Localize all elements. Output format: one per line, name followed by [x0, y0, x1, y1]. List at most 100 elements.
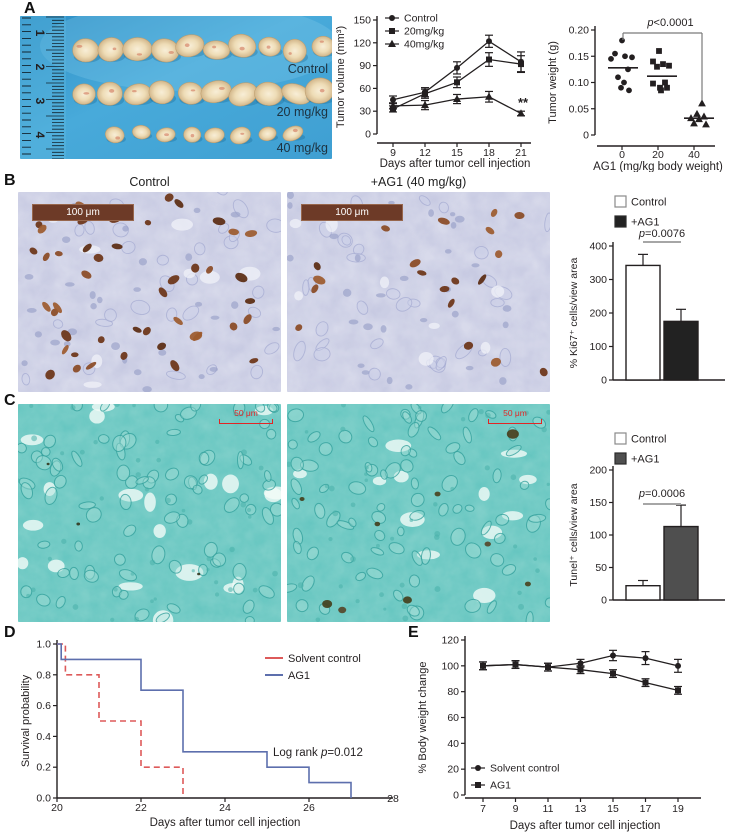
svg-text:60: 60	[359, 83, 371, 95]
svg-text:0: 0	[601, 595, 607, 607]
scale-bar-50um: 50 μm	[488, 409, 542, 424]
tunel-image-ag1: 50 μm	[287, 404, 550, 622]
svg-text:AG1: AG1	[288, 670, 310, 682]
svg-text:2: 2	[33, 64, 47, 71]
svg-text:28: 28	[387, 793, 399, 805]
svg-text:Tumor volume (mm³): Tumor volume (mm³)	[335, 26, 347, 128]
svg-text:200: 200	[589, 308, 607, 320]
svg-text:18: 18	[483, 147, 495, 159]
svg-text:% Ki67⁺ cells/view area: % Ki67⁺ cells/view area	[568, 258, 580, 369]
svg-text:20mg/kg: 20mg/kg	[404, 26, 444, 38]
svg-text:300: 300	[589, 274, 607, 286]
svg-text:9: 9	[390, 147, 396, 159]
svg-text:Control: Control	[404, 13, 438, 25]
scale-bar-100um: 100 μm	[301, 204, 403, 221]
svg-text:0.20: 0.20	[569, 25, 590, 37]
scale-bar-line	[219, 419, 273, 424]
svg-text:p=0.0076: p=0.0076	[638, 228, 685, 240]
svg-text:100: 100	[589, 530, 607, 542]
svg-text:9: 9	[513, 803, 519, 815]
svg-text:0.2: 0.2	[36, 762, 51, 774]
tumor-weight-chart: 0 0.05 0.10 0.15 0.20 Tumor weight (g) 0 20 40 AG…	[545, 0, 730, 172]
svg-text:80: 80	[447, 686, 459, 698]
svg-text:17: 17	[640, 803, 652, 815]
tunel-bar-chart: 0 50 100 150 200 Tunel⁺ cells/view area Contro…	[565, 425, 730, 625]
panel-b-label: B	[4, 172, 16, 189]
ihc-image-control: 100 μm	[18, 192, 281, 392]
svg-text:20: 20	[447, 764, 459, 776]
svg-text:**: **	[518, 95, 529, 110]
svg-text:40: 40	[447, 738, 459, 750]
svg-text:150: 150	[353, 15, 371, 27]
svg-text:Days after tumor cell injectio: Days after tumor cell injection	[510, 820, 661, 832]
panel-c-label: C	[4, 392, 16, 409]
svg-text:Tunel⁺ cells/view area: Tunel⁺ cells/view area	[568, 483, 580, 586]
tunel-image-control: 50 μm	[18, 404, 281, 622]
scale-bar-100um: 100 μm	[32, 204, 134, 221]
svg-text:20: 20	[652, 149, 664, 161]
svg-text:0: 0	[583, 130, 589, 142]
scale-bar-text: 50 μm	[503, 408, 527, 418]
ihc-image-ag1: 100 μm	[287, 192, 550, 392]
tumor-specimen-photo: 1 2 3 4 Control 20 mg/kg 40 mg/kg	[20, 16, 332, 159]
svg-text:12: 12	[419, 147, 431, 159]
svg-text:100: 100	[441, 660, 459, 672]
photo-row-label-20mg: 20 mg/kg	[276, 105, 328, 119]
svg-text:Log rank p=0.012: Log rank p=0.012	[273, 747, 363, 759]
svg-text:15: 15	[451, 147, 463, 159]
svg-text:400: 400	[589, 241, 607, 253]
svg-text:21: 21	[515, 147, 527, 159]
survival-chart: 0.0 0.2 0.4 0.6 0.8 1.0 Survival probability 20…	[14, 630, 406, 836]
svg-text:+AG1: +AG1	[631, 217, 659, 229]
svg-text:Control: Control	[631, 434, 666, 446]
body-weight-chart: 0 20 40 60 80 100 120 % Body weight change 7 9 11 1…	[413, 630, 725, 836]
svg-text:0.10: 0.10	[569, 77, 590, 89]
ihc-control-title: Control	[129, 175, 170, 189]
svg-text:0: 0	[453, 790, 459, 802]
svg-text:Days after tumor cell injectio: Days after tumor cell injection	[380, 158, 531, 170]
scale-bar-50um: 50 μm	[219, 409, 273, 424]
svg-text:Days after tumor cell injectio: Days after tumor cell injection	[150, 817, 301, 829]
photo-row-label-40mg: 40 mg/kg	[276, 141, 328, 155]
svg-text:26: 26	[303, 802, 315, 814]
svg-text:24: 24	[219, 802, 231, 814]
svg-text:120: 120	[441, 635, 459, 647]
tumor-volume-chart: 0 30 60 90 120 150 Tumor volume (mm³) 9 12 15 18 21…	[333, 0, 538, 170]
tumor-photo-graphic: 1 2 3 4	[20, 16, 332, 159]
svg-text:Survival probability: Survival probability	[20, 674, 32, 767]
svg-text:13: 13	[575, 803, 587, 815]
svg-text:0.8: 0.8	[36, 669, 51, 681]
svg-text:11: 11	[543, 803, 554, 815]
svg-text:0.6: 0.6	[36, 700, 51, 712]
svg-text:0.4: 0.4	[36, 731, 51, 743]
svg-text:7: 7	[480, 803, 486, 815]
svg-text:0: 0	[619, 149, 625, 161]
scale-bar-text: 50 μm	[234, 408, 258, 418]
svg-text:22: 22	[135, 802, 147, 814]
svg-text:0.05: 0.05	[569, 103, 590, 115]
svg-text:0.15: 0.15	[569, 51, 590, 63]
scale-bar-line	[488, 419, 542, 424]
svg-text:15: 15	[607, 803, 619, 815]
svg-text:90: 90	[359, 60, 371, 72]
ki67-bar-chart: 0 100 200 300 400 % Ki67⁺ cells/view area Cont…	[565, 192, 730, 398]
svg-text:+AG1: +AG1	[631, 454, 659, 466]
svg-text:40mg/kg: 40mg/kg	[404, 39, 444, 51]
panel-d-label: D	[4, 624, 16, 641]
svg-text:Tumor weight (g): Tumor weight (g)	[547, 41, 559, 124]
svg-text:120: 120	[353, 37, 371, 49]
svg-text:20: 20	[51, 802, 63, 814]
svg-text:Solvent control: Solvent control	[490, 763, 559, 775]
svg-text:200: 200	[589, 465, 607, 477]
svg-text:0: 0	[365, 129, 371, 141]
svg-text:p<0.0001: p<0.0001	[646, 17, 693, 29]
panel-a-label: A	[24, 0, 36, 17]
svg-text:150: 150	[589, 497, 607, 509]
panel-e-label: E	[408, 624, 419, 641]
svg-text:100: 100	[589, 341, 607, 353]
photo-row-label-control: Control	[287, 62, 328, 76]
svg-text:30: 30	[359, 106, 371, 118]
svg-text:% Body weight change: % Body weight change	[417, 662, 429, 774]
svg-text:Control: Control	[631, 197, 666, 209]
